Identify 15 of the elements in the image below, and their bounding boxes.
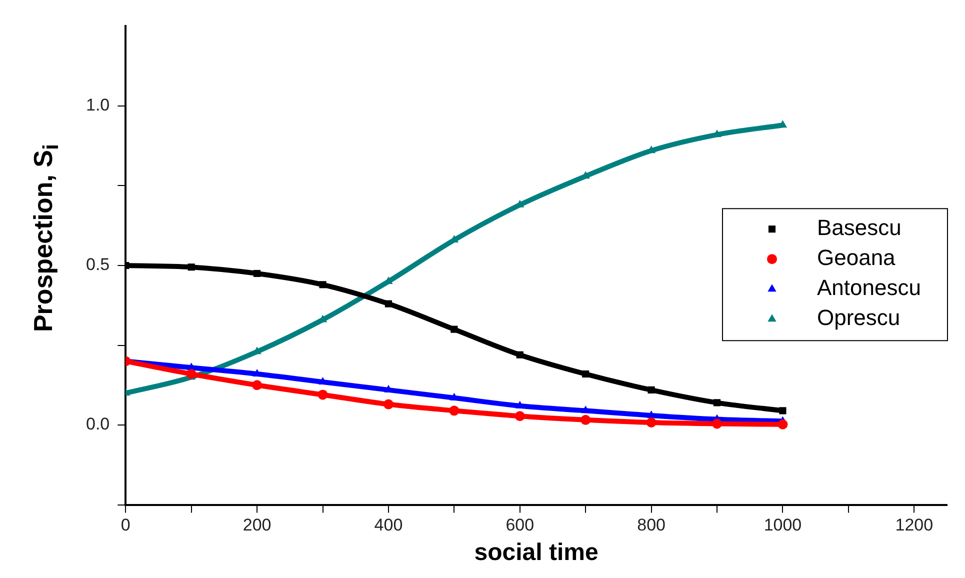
x-tick-label: 600: [506, 516, 534, 535]
x-tick-label: 200: [242, 516, 272, 535]
x-tick-label: 400: [374, 516, 403, 535]
legend-label: Antonescu: [817, 275, 921, 300]
legend-label: Basescu: [817, 215, 902, 240]
legend-label: Oprescu: [817, 305, 900, 330]
legend-label: Geoana: [817, 245, 896, 270]
x-axis-title: social time: [474, 539, 598, 566]
x-tick-label: 1200: [895, 516, 934, 535]
x-tick-label: 0: [120, 516, 130, 535]
x-tick-label: 1000: [764, 516, 802, 535]
y-tick-label: 1.0: [86, 96, 110, 115]
x-tick-label: 800: [637, 516, 666, 535]
y-tick-label: 0.0: [86, 414, 110, 434]
y-tick-label: 0.5: [86, 255, 110, 274]
